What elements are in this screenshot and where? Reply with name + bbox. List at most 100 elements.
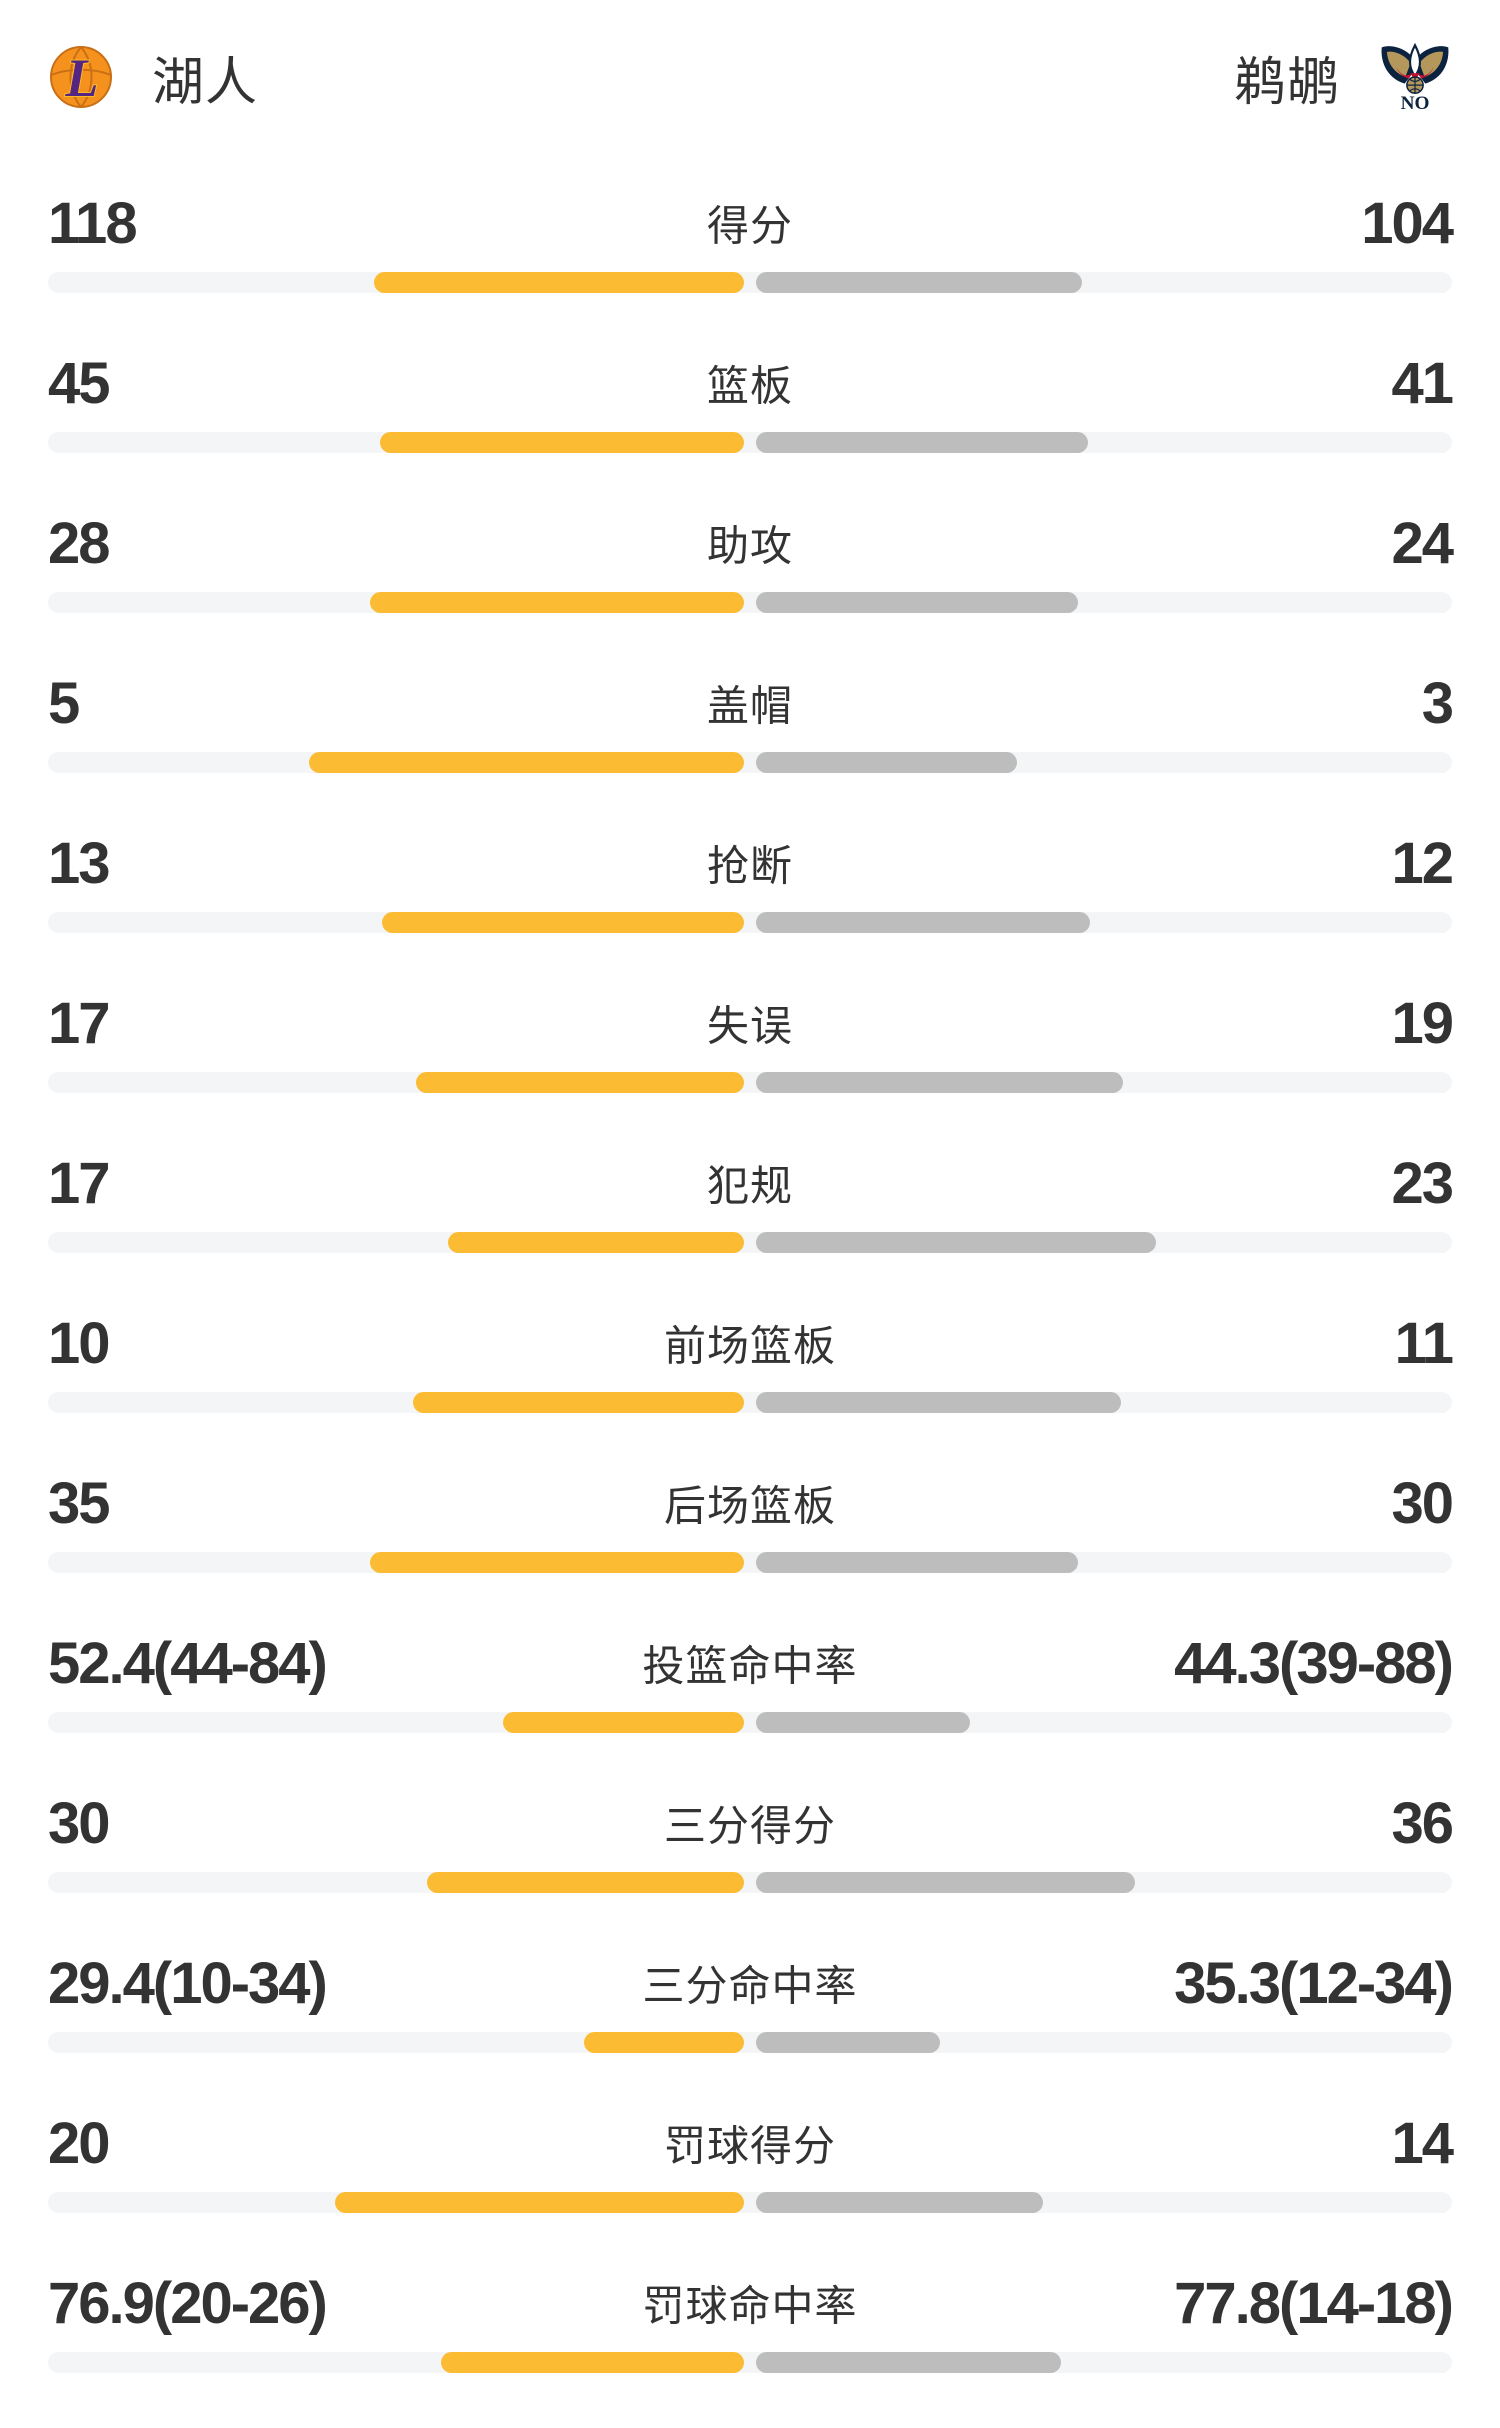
away-value: 14: [1391, 2110, 1453, 2176]
bar-track: [48, 592, 1452, 613]
away-bar: [756, 1232, 1157, 1253]
home-bar: [382, 912, 744, 933]
away-value: 23: [1391, 1150, 1453, 1216]
bar-track: [48, 912, 1452, 933]
stat-row: 5 盖帽 3: [48, 668, 1454, 828]
away-value: 30: [1391, 1470, 1453, 1536]
stats-list: 118 得分 104 45 篮板 41 28 助攻 24 5 盖帽 3 13 抢断 12 17 失误 19 17 犯规…: [48, 188, 1454, 2428]
svg-text:L: L: [65, 48, 99, 108]
home-bar: [448, 1232, 744, 1253]
away-value: 19: [1391, 990, 1453, 1056]
home-bar: [334, 2192, 744, 2213]
away-bar: [756, 2192, 1043, 2213]
home-value: 118: [48, 190, 138, 256]
home-value: 17: [48, 990, 110, 1056]
away-value: 44.3(39-88): [1174, 1630, 1454, 1696]
home-value: 17: [48, 1150, 110, 1216]
stat-row: 35 后场篮板 30: [48, 1468, 1454, 1628]
bar-track: [48, 432, 1452, 453]
away-bar: [756, 432, 1088, 453]
home-bar: [441, 2352, 744, 2373]
bar-track: [48, 752, 1452, 773]
home-bar: [309, 752, 744, 773]
home-bar: [583, 2032, 744, 2053]
svg-text:NO: NO: [1401, 93, 1430, 111]
home-bar: [503, 1712, 744, 1733]
away-bar: [756, 752, 1017, 773]
stat-label: 后场篮板: [663, 1482, 837, 1530]
away-value: 35.3(12-34): [1174, 1950, 1454, 2016]
away-bar: [756, 272, 1082, 293]
bar-track: [48, 2192, 1452, 2213]
away-value: 24: [1391, 510, 1453, 576]
home-value: 30: [48, 1790, 110, 1856]
away-value: 41: [1391, 350, 1453, 416]
stat-label: 犯规: [706, 1162, 794, 1210]
home-value: 45: [48, 350, 110, 416]
away-team-name: 鹈鹕: [1233, 53, 1340, 112]
stat-label: 得分: [706, 202, 794, 250]
stat-row: 30 三分得分 36: [48, 1788, 1454, 1948]
home-value: 76.9(20-26): [48, 2270, 328, 2336]
stat-row: 10 前场篮板 11: [48, 1308, 1454, 1468]
header: L 湖人 鹈鹕 NO: [48, 0, 1452, 112]
home-bar: [415, 1072, 744, 1093]
stat-row: 29.4(10-34) 三分命中率 35.3(12-34): [48, 1948, 1454, 2108]
away-bar: [756, 1392, 1121, 1413]
home-value: 20: [48, 2110, 110, 2176]
home-value: 52.4(44-84): [48, 1630, 328, 1696]
home-bar: [369, 592, 744, 613]
team-away[interactable]: 鹈鹕 NO: [1234, 40, 1452, 115]
home-value: 28: [48, 510, 110, 576]
stat-row: 28 助攻 24: [48, 508, 1454, 668]
bar-track: [48, 1392, 1452, 1413]
bar-track: [48, 2032, 1452, 2053]
away-value: 11: [1394, 1310, 1454, 1376]
home-bar: [380, 432, 744, 453]
stat-label: 罚球得分: [663, 2122, 837, 2170]
stat-row: 76.9(20-26) 罚球命中率 77.8(14-18): [48, 2268, 1454, 2428]
stat-label: 盖帽: [706, 682, 794, 730]
stat-label: 失误: [706, 1002, 794, 1050]
stat-label: 三分命中率: [642, 1962, 858, 2010]
bar-track: [48, 1712, 1452, 1733]
bar-track: [48, 1872, 1452, 1893]
stat-row: 13 抢断 12: [48, 828, 1454, 988]
stat-label: 抢断: [706, 842, 794, 890]
home-value: 5: [48, 670, 80, 736]
pelicans-logo: NO: [1381, 43, 1449, 111]
away-bar: [756, 1552, 1078, 1573]
home-bar: [427, 1872, 744, 1893]
home-team-name: 湖人: [152, 53, 259, 112]
away-bar: [756, 1872, 1136, 1893]
home-value: 29.4(10-34): [48, 1950, 328, 2016]
stat-label: 投篮命中率: [642, 1642, 858, 1690]
bar-track: [48, 1552, 1452, 1573]
team-home[interactable]: L 湖人: [48, 40, 258, 115]
stat-label: 助攻: [706, 522, 794, 570]
home-value: 10: [48, 1310, 110, 1376]
away-value: 3: [1421, 670, 1454, 736]
stat-label: 罚球命中率: [642, 2282, 858, 2330]
away-bar: [756, 1712, 970, 1733]
bar-track: [48, 1232, 1452, 1253]
stat-label: 篮板: [706, 362, 794, 410]
stat-row: 17 犯规 23: [48, 1148, 1454, 1308]
stat-label: 前场篮板: [663, 1322, 837, 1370]
home-value: 35: [48, 1470, 110, 1536]
home-value: 13: [48, 830, 110, 896]
away-bar: [756, 912, 1091, 933]
bar-track: [48, 272, 1452, 293]
away-value: 104: [1361, 190, 1454, 256]
bar-track: [48, 2352, 1452, 2373]
home-bar: [369, 1552, 744, 1573]
away-bar: [756, 592, 1078, 613]
stat-label: 三分得分: [663, 1802, 837, 1850]
away-bar: [756, 2032, 940, 2053]
away-value: 77.8(14-18): [1174, 2270, 1454, 2336]
stat-row: 17 失误 19: [48, 988, 1454, 1148]
home-bar: [412, 1392, 744, 1413]
home-bar: [373, 272, 744, 293]
away-value: 36: [1391, 1790, 1453, 1856]
